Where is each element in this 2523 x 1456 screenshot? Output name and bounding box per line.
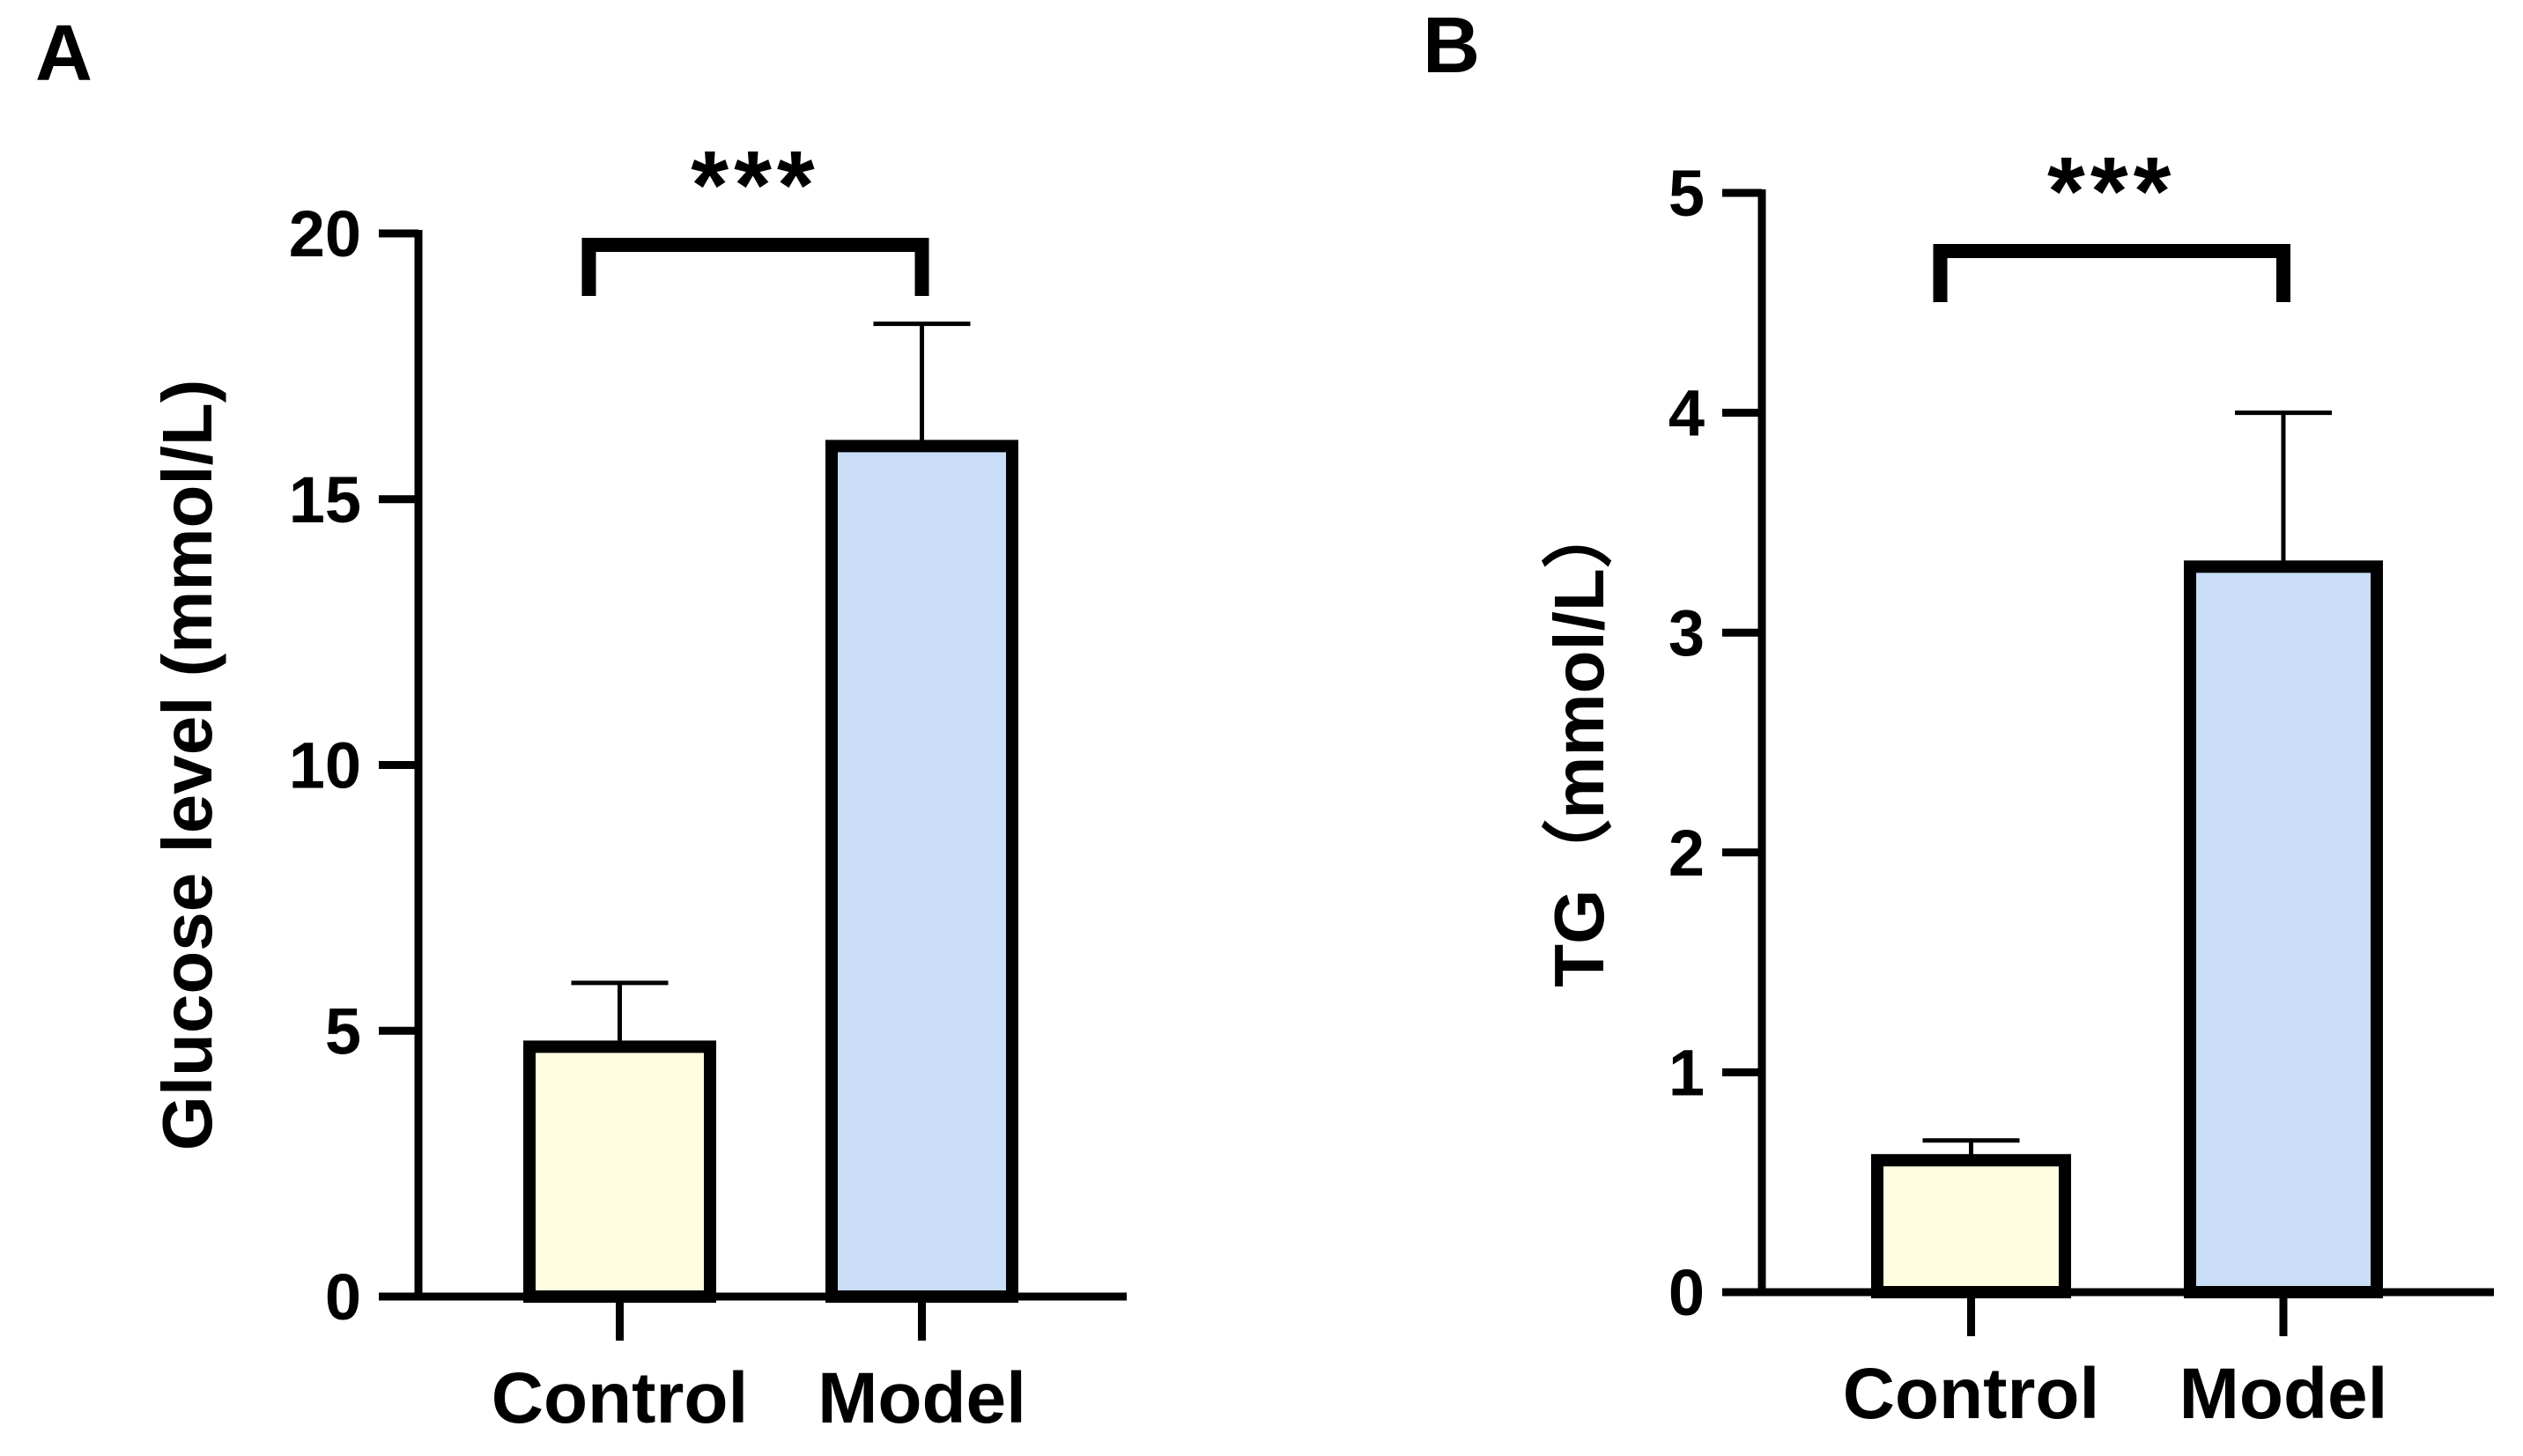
y-tick-label: 0 bbox=[1668, 1256, 1705, 1329]
y-tick-label: 10 bbox=[289, 729, 361, 802]
y-tick-label: 5 bbox=[1668, 157, 1705, 230]
y-tick-label: 3 bbox=[1668, 596, 1705, 669]
y-tick-label: 2 bbox=[1668, 817, 1705, 890]
y-axis-label: Glucose level (mmol/L) bbox=[148, 380, 226, 1151]
bar-control bbox=[523, 1040, 716, 1303]
significance-label: *** bbox=[2047, 137, 2176, 246]
x-tick-label: Model bbox=[818, 1358, 1026, 1438]
y-tick-label: 15 bbox=[289, 463, 361, 536]
y-axis-label: TG（mmol/L） bbox=[1540, 498, 1618, 987]
x-tick-label: Control bbox=[1843, 1354, 2099, 1434]
bar-model bbox=[2184, 560, 2383, 1298]
y-tick-label: 5 bbox=[325, 994, 361, 1068]
y-tick-label: 4 bbox=[1668, 377, 1705, 450]
y-tick-label: 20 bbox=[289, 197, 361, 270]
significance-bracket bbox=[581, 238, 929, 296]
x-tick-label: Model bbox=[2179, 1354, 2388, 1434]
y-tick-label: 1 bbox=[1668, 1036, 1705, 1109]
bar-model bbox=[825, 440, 1018, 1303]
panel-label: B bbox=[1423, 2, 1480, 90]
x-tick-label: Control bbox=[492, 1358, 748, 1438]
bar-control bbox=[1871, 1154, 2071, 1298]
significance-label: *** bbox=[691, 131, 819, 240]
chart-panel-A: A Glucose level (mmol/L) 0 5 10 15 20 Control Mo… bbox=[35, 10, 1127, 1438]
panel-label: A bbox=[35, 10, 92, 98]
significance-bracket bbox=[1933, 244, 2290, 302]
chart-panel-B: B TG（mmol/L） 0 1 2 3 4 5 Control Model *** bbox=[1423, 2, 2494, 1434]
y-tick-label: 0 bbox=[325, 1260, 361, 1334]
